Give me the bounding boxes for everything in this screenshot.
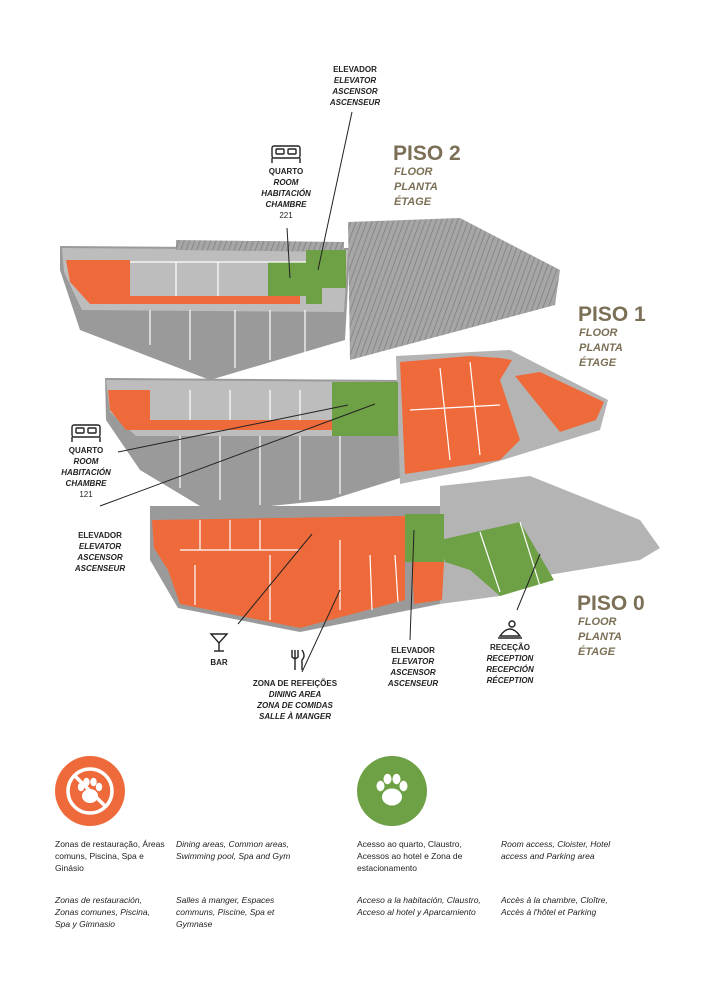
floor-1-sub-es: PLANTA <box>579 342 623 354</box>
floor-0-elevator <box>405 514 444 562</box>
floor-0-sub-fr: ÉTAGE <box>578 646 616 658</box>
floor-0-sub-en: FLOOR <box>578 616 617 628</box>
pets-text-fr: Accès à la chambre, Cloître, Accès à l'h… <box>501 895 608 917</box>
label-es: ASCENSOR <box>77 553 123 562</box>
no-pets-text-fr: Salles à manger, Espaces communs, Piscin… <box>176 895 275 929</box>
label-pt: ELEVADOR <box>333 65 377 74</box>
floor-0-plan <box>150 476 660 632</box>
pets-allowed-badge <box>357 756 427 826</box>
room-number: 121 <box>79 490 93 499</box>
floor-0-orange-annex <box>412 562 444 604</box>
floor-0-title: PISO 0 <box>577 592 645 615</box>
floor-2-sub-es: PLANTA <box>394 181 438 193</box>
label-en: ELEVATOR <box>391 657 435 666</box>
room-121-label: QUARTO ROOM HABITACIÓN CHAMBRE 121 <box>50 445 122 500</box>
pets-text-es: Acceso a la habitación, Claustro, Acceso… <box>357 895 481 917</box>
pets-text-pt: Acesso ao quarto, Claustro, Acessos ao h… <box>357 839 463 873</box>
no-pets-text-es: Zonas de restauración, Zonas comunes, Pi… <box>55 895 150 929</box>
floor-2-subtitle: FLOOR PLANTA ÉTAGE <box>394 165 438 210</box>
label-es: HABITACIÓN <box>261 189 311 198</box>
label-fr: SALLE À MANGER <box>259 712 331 721</box>
floor-2-roof <box>348 218 560 360</box>
floor-2-sub-en: FLOOR <box>394 166 433 178</box>
label-es: HABITACIÓN <box>61 468 111 477</box>
label-fr: CHAMBRE <box>65 479 107 488</box>
paw-icon <box>376 773 408 806</box>
floor-1-subtitle: FLOOR PLANTA ÉTAGE <box>579 326 623 371</box>
floor-2-room-221 <box>268 262 306 296</box>
label-fr: CHAMBRE <box>265 200 307 209</box>
floor-2-plan <box>60 218 560 380</box>
no-paw-icon <box>66 767 114 815</box>
bed-icon <box>71 424 101 442</box>
label-es: RECEPCIÓN <box>486 665 534 674</box>
label-pt: ZONA DE REFEIÇÕES <box>252 679 338 688</box>
elevator-label-mid: ELEVADOR ELEVATOR ASCENSOR ASCENSEUR <box>64 530 136 574</box>
label-fr: ASCENSEUR <box>387 679 439 688</box>
bar-label: BAR <box>210 658 228 667</box>
label-en: ELEVATOR <box>78 542 122 551</box>
bed-icon <box>271 145 301 163</box>
no-pets-text-en: Dining areas, Common areas, Swimming poo… <box>176 839 291 861</box>
floor-2-orange-zone <box>66 260 300 304</box>
label-en: DINING AREA <box>268 690 322 699</box>
label-fr: RÉCEPTION <box>486 676 534 685</box>
floor-1-title: PISO 1 <box>578 303 646 326</box>
floor-2-title: PISO 2 <box>393 142 461 165</box>
leader-lines <box>99 111 541 673</box>
label-en: ELEVATOR <box>333 76 377 85</box>
reception-label: RECEÇÃO RECEPTION RECEPCIÓN RÉCEPTION <box>474 642 546 686</box>
cutlery-icon <box>291 649 305 670</box>
no-pets-text-pt: Zonas de restauração, Áreas comuns, Pisc… <box>55 839 165 873</box>
floor-1-plan <box>105 350 608 512</box>
floor-1-sub-en: FLOOR <box>579 327 618 339</box>
floor-0-sub-es: PLANTA <box>578 631 622 643</box>
label-pt: QUARTO <box>68 446 104 455</box>
elevator-label-top: ELEVADOR ELEVATOR ASCENSOR ASCENSEUR <box>320 64 390 108</box>
dining-label: ZONA DE REFEIÇÕES DINING AREA ZONA DE CO… <box>240 678 350 722</box>
label-fr: ASCENSEUR <box>329 98 381 107</box>
floor-0-orange-zone <box>152 516 405 628</box>
floor-2-elevator <box>306 250 346 304</box>
label-fr: ASCENSEUR <box>74 564 126 573</box>
floor-0-subtitle: FLOOR PLANTA ÉTAGE <box>578 615 622 660</box>
room-number: 221 <box>279 211 293 220</box>
floor-1-sub-fr: ÉTAGE <box>579 357 617 369</box>
cocktail-icon <box>209 633 229 652</box>
floor-1-orange-wing <box>515 372 604 432</box>
reception-bell-icon <box>498 620 522 639</box>
label-pt: RECEÇÃO <box>489 643 530 652</box>
label-es: ASCENSOR <box>390 668 436 677</box>
label-es: ASCENSOR <box>332 87 378 96</box>
elevator-label-bottom: ELEVADOR ELEVATOR ASCENSOR ASCENSEUR <box>377 645 449 689</box>
label-en: ROOM <box>273 178 299 187</box>
label-en: RECEPTION <box>486 654 534 663</box>
no-pets-badge <box>55 756 125 826</box>
floor-1-room-121 <box>332 382 398 436</box>
label-pt: QUARTO <box>268 167 304 176</box>
pets-text-en: Room access, Cloister, Hotel access and … <box>501 839 611 861</box>
floor-2-sub-fr: ÉTAGE <box>394 196 432 208</box>
label-en: ROOM <box>73 457 99 466</box>
floor-1-orange-zone <box>400 356 520 474</box>
room-221-label: QUARTO ROOM HABITACIÓN CHAMBRE 221 <box>250 166 322 221</box>
label-pt: ELEVADOR <box>391 646 435 655</box>
label-pt: ELEVADOR <box>78 531 122 540</box>
label-es: ZONA DE COMIDAS <box>257 701 333 710</box>
